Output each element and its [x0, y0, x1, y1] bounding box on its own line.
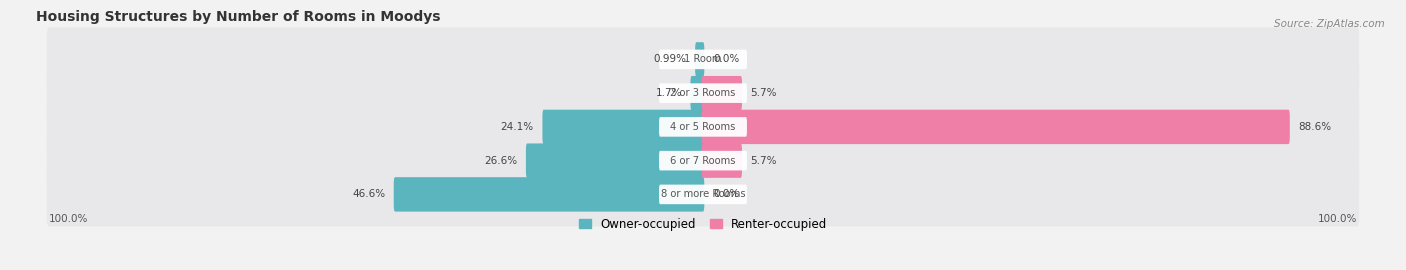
Text: 46.6%: 46.6% — [352, 189, 385, 200]
FancyBboxPatch shape — [394, 177, 704, 212]
FancyBboxPatch shape — [46, 129, 1360, 193]
Text: 8 or more Rooms: 8 or more Rooms — [661, 189, 745, 200]
Text: 88.6%: 88.6% — [1298, 122, 1331, 132]
FancyBboxPatch shape — [659, 83, 747, 103]
FancyBboxPatch shape — [543, 110, 704, 144]
Text: 6 or 7 Rooms: 6 or 7 Rooms — [671, 156, 735, 166]
Text: 1 Room: 1 Room — [685, 54, 721, 65]
Text: 0.0%: 0.0% — [713, 189, 740, 200]
FancyBboxPatch shape — [690, 76, 704, 110]
FancyBboxPatch shape — [46, 95, 1360, 159]
Text: 0.0%: 0.0% — [713, 54, 740, 65]
FancyBboxPatch shape — [702, 76, 742, 110]
Text: 5.7%: 5.7% — [751, 156, 778, 166]
Text: Housing Structures by Number of Rooms in Moodys: Housing Structures by Number of Rooms in… — [35, 10, 440, 24]
FancyBboxPatch shape — [695, 42, 704, 77]
FancyBboxPatch shape — [659, 50, 747, 69]
Text: 100.0%: 100.0% — [1317, 214, 1357, 224]
FancyBboxPatch shape — [659, 151, 747, 170]
FancyBboxPatch shape — [659, 185, 747, 204]
Text: 1.7%: 1.7% — [655, 88, 682, 98]
FancyBboxPatch shape — [702, 110, 1289, 144]
Text: 26.6%: 26.6% — [484, 156, 517, 166]
Legend: Owner-occupied, Renter-occupied: Owner-occupied, Renter-occupied — [579, 218, 827, 231]
FancyBboxPatch shape — [526, 143, 704, 178]
Text: Source: ZipAtlas.com: Source: ZipAtlas.com — [1274, 19, 1385, 29]
FancyBboxPatch shape — [659, 117, 747, 137]
Text: 24.1%: 24.1% — [501, 122, 534, 132]
Text: 4 or 5 Rooms: 4 or 5 Rooms — [671, 122, 735, 132]
FancyBboxPatch shape — [46, 27, 1360, 92]
Text: 2 or 3 Rooms: 2 or 3 Rooms — [671, 88, 735, 98]
Text: 0.99%: 0.99% — [654, 54, 686, 65]
Text: 5.7%: 5.7% — [751, 88, 778, 98]
FancyBboxPatch shape — [702, 143, 742, 178]
FancyBboxPatch shape — [46, 162, 1360, 227]
FancyBboxPatch shape — [46, 61, 1360, 125]
Text: 100.0%: 100.0% — [49, 214, 89, 224]
